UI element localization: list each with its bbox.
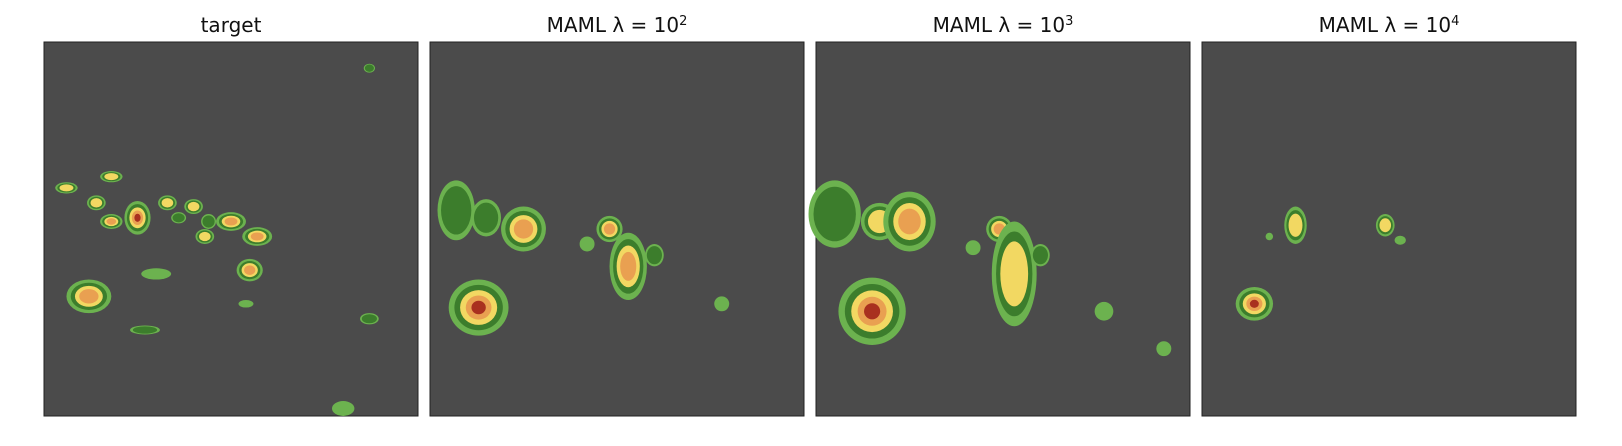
contour xyxy=(864,303,881,320)
contour xyxy=(132,326,158,334)
contour xyxy=(965,240,981,256)
title-text: target xyxy=(201,13,262,37)
contour xyxy=(364,64,374,72)
contour xyxy=(441,186,472,235)
panel-title: target xyxy=(201,13,262,37)
contour xyxy=(646,246,662,265)
contour xyxy=(361,314,377,324)
contour xyxy=(1032,246,1048,265)
contour xyxy=(1394,235,1406,245)
contour xyxy=(473,202,499,233)
contour xyxy=(1379,218,1392,233)
contour xyxy=(471,300,486,315)
contour xyxy=(603,223,616,235)
contour xyxy=(238,300,254,308)
title-exponent: 3 xyxy=(1065,14,1073,29)
contour xyxy=(90,198,103,208)
title-exponent: 2 xyxy=(679,14,687,29)
contour xyxy=(331,401,355,416)
contour xyxy=(714,296,730,312)
panel-title: MAML λ = 103 xyxy=(933,13,1074,37)
title-text: MAML λ = 10 xyxy=(1319,13,1451,37)
contour xyxy=(898,208,921,235)
title-text: MAML λ = 10 xyxy=(547,13,679,37)
panel: target xyxy=(43,13,419,417)
contour xyxy=(250,232,264,241)
contour xyxy=(187,201,200,212)
contour xyxy=(224,217,238,226)
contour xyxy=(161,198,174,208)
contour xyxy=(1156,341,1172,357)
contour xyxy=(172,213,185,223)
panel: MAML λ = 102 xyxy=(429,13,805,417)
contour xyxy=(1249,299,1259,308)
contour xyxy=(620,251,637,281)
contour xyxy=(244,265,256,275)
contour xyxy=(1094,301,1114,321)
contour xyxy=(1000,241,1029,307)
panel-title: MAML λ = 104 xyxy=(1319,13,1460,37)
panel: MAML λ = 103 xyxy=(808,13,1191,417)
contour xyxy=(59,184,74,192)
title-text: MAML λ = 10 xyxy=(933,13,1065,37)
contour xyxy=(813,186,856,242)
contour xyxy=(104,173,119,181)
contour xyxy=(579,236,595,252)
panel-title: MAML λ = 102 xyxy=(547,13,688,37)
contour xyxy=(106,218,117,225)
contour xyxy=(202,215,215,228)
contour xyxy=(513,219,534,239)
contour xyxy=(199,231,211,242)
contour xyxy=(141,268,172,280)
title-exponent: 4 xyxy=(1451,14,1459,29)
contour xyxy=(1288,213,1303,237)
contour xyxy=(134,213,141,222)
contour xyxy=(79,289,99,304)
panel: MAML λ = 104 xyxy=(1201,13,1577,417)
contour xyxy=(1265,232,1274,241)
